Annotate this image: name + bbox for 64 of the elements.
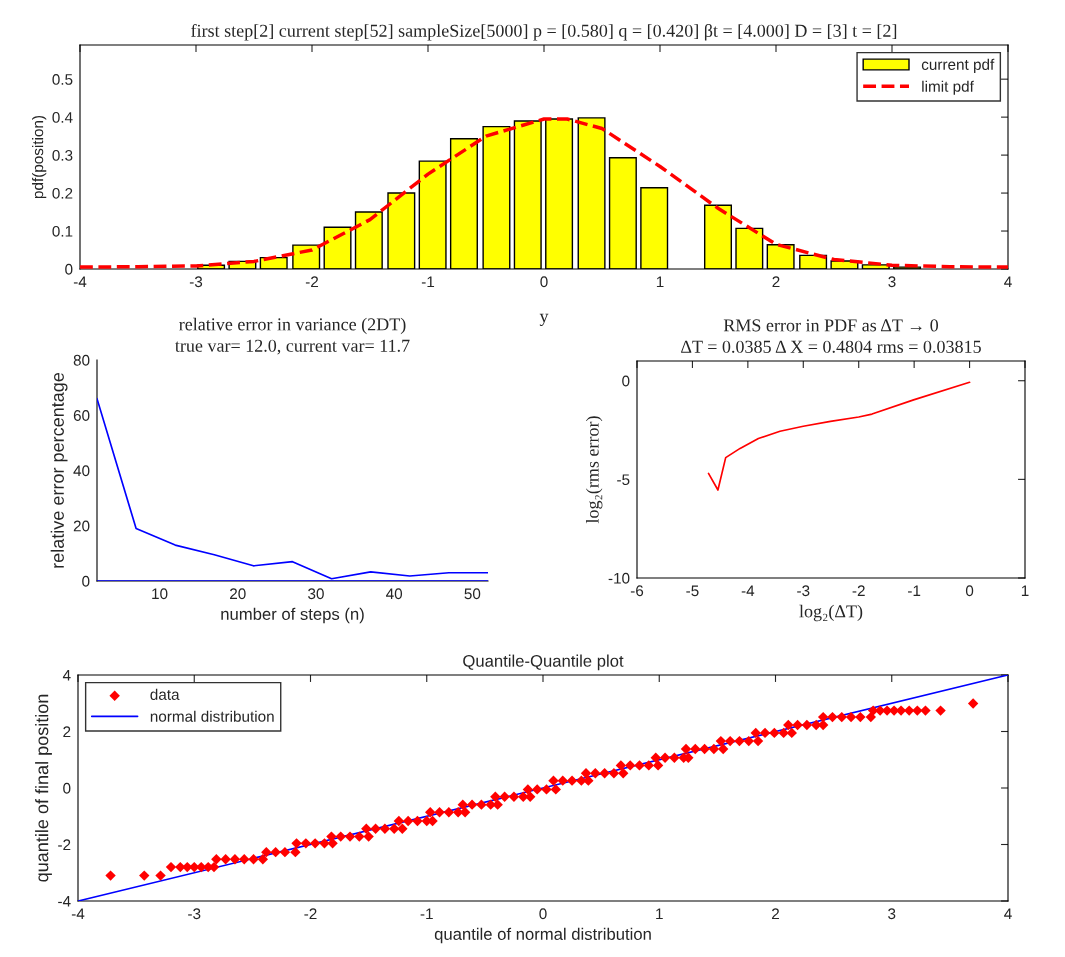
y-tick-label: 0 <box>82 575 90 587</box>
chart-title: first step[2] current step[52] sampleSize[5000] p = [0.580] q = [0.420] βt = [4.000] D = [3] t = [2] <box>191 23 897 41</box>
x-tick-label: -4 <box>741 585 755 597</box>
y-tick-label: 4 <box>62 670 71 681</box>
x-axis-title: quantile of normal distribution <box>434 927 651 944</box>
x-tick-label: 1 <box>656 276 664 288</box>
legend-label: limit pdf <box>922 80 974 95</box>
legend-label: normal distribution <box>150 710 274 722</box>
legend-label: current pdf <box>921 58 995 73</box>
y-axis-title: pdf(position) <box>32 115 47 199</box>
y-tick-label: 0 <box>65 263 73 275</box>
x-tick-label: -3 <box>188 908 201 920</box>
x-tick-label: 4 <box>1004 276 1012 288</box>
y-tick-label: 0.1 <box>52 225 73 237</box>
x-tick-label: -6 <box>630 585 644 597</box>
x-tick-label: -2 <box>305 276 319 288</box>
legend-label: data <box>150 688 180 700</box>
x-tick-label: 10 <box>152 588 168 600</box>
x-axis-title: y <box>539 313 549 326</box>
y-tick-label: 80 <box>73 354 90 366</box>
x-tick-label: 1 <box>656 908 663 920</box>
x-tick-label: 2 <box>772 908 779 920</box>
y-axis-title: log₂(rms error) <box>586 416 603 524</box>
chart-title: Quantile-Quantile plot <box>463 654 624 671</box>
x-tick-label: 3 <box>888 908 896 920</box>
x-tick-label: 30 <box>308 588 324 600</box>
y-tick-label: -5 <box>617 474 630 486</box>
x-tick-label: -3 <box>797 585 810 597</box>
x-tick-label: -2 <box>304 908 317 920</box>
y-tick-label: 60 <box>73 410 90 421</box>
x-tick-label: 0 <box>540 276 548 288</box>
y-tick-label: -10 <box>608 572 630 584</box>
x-tick-label: -1 <box>908 585 921 597</box>
y-tick-label: -4 <box>58 896 71 907</box>
x-tick-label: -1 <box>421 276 435 288</box>
x-tick-label: -5 <box>686 585 699 597</box>
x-tick-label: 0 <box>539 908 547 920</box>
y-tick-label: 0.2 <box>52 187 73 199</box>
y-tick-label: 0.4 <box>52 112 73 123</box>
x-tick-label: 20 <box>230 588 246 600</box>
y-tick-label: 2 <box>63 726 71 738</box>
y-tick-label: 0.3 <box>52 149 73 161</box>
y-tick-label: 0 <box>63 782 71 794</box>
x-tick-label: 3 <box>888 276 896 288</box>
x-tick-label: -3 <box>189 276 203 288</box>
y-tick-label: 20 <box>73 520 90 532</box>
x-tick-label: -1 <box>420 908 433 920</box>
x-tick-label: 2 <box>772 276 780 288</box>
x-tick-label: 40 <box>386 588 403 600</box>
x-tick-label: 1 <box>1021 585 1029 597</box>
chart-title: relative error in variance (2DT) true var= 12.0, current var= 11.7 <box>175 317 410 355</box>
x-tick-label: 0 <box>965 585 974 597</box>
x-tick-label: -2 <box>852 585 865 597</box>
x-tick-label: 50 <box>464 588 481 600</box>
y-tick-label: 0 <box>622 375 630 387</box>
y-axis-title: quantile of final position <box>35 694 52 882</box>
y-tick-label: 40 <box>73 465 90 477</box>
x-axis-title: number of steps (n) <box>221 607 364 624</box>
x-tick-label: 4 <box>1004 908 1012 920</box>
y-tick-label: -2 <box>58 839 71 851</box>
y-axis-title: relative error percentage <box>50 372 68 568</box>
y-tick-label: 0.5 <box>52 74 73 85</box>
chart-title: RMS error in PDF as ΔT → 0 ΔT = 0.0385 Δ X = 0.4804 rms = 0.03815 <box>681 319 981 353</box>
x-axis-title: log₂(ΔT) <box>799 604 863 622</box>
